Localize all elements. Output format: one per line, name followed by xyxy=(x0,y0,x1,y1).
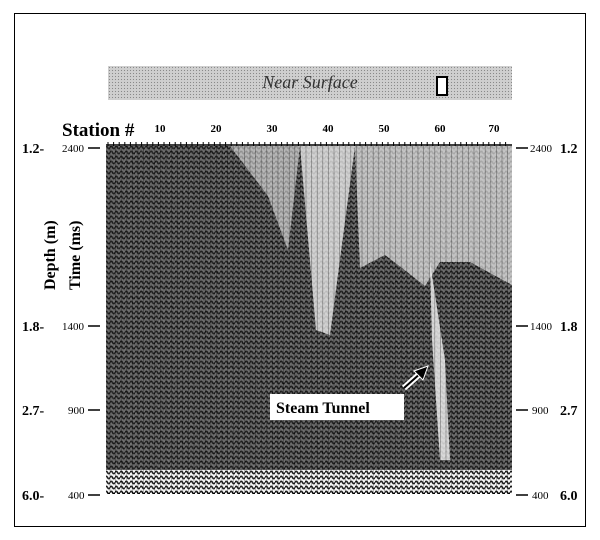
steam-tunnel-label: Steam Tunnel xyxy=(276,400,370,417)
station-tick-label: 60 xyxy=(435,123,447,135)
seismic-section xyxy=(106,146,512,494)
left-depth-label: 6.0- xyxy=(22,489,45,504)
seismic-traces xyxy=(109,146,508,492)
station-tick-label: 30 xyxy=(267,123,279,135)
near-surface-band: Near Surface xyxy=(108,66,512,100)
right-depth-label: 2.7 xyxy=(560,404,578,419)
steam-tunnel-arrowhead xyxy=(413,365,429,381)
station-axis-title: Station # xyxy=(62,120,135,141)
time-axis-title: Time (ms) xyxy=(67,221,84,290)
station-tick-label: 10 xyxy=(155,123,167,135)
left-axis: Depth (m) Time (ms) 1.2- 2400 1.8- 1400 … xyxy=(22,142,100,504)
left-time-label: 900 xyxy=(68,405,85,417)
near-surface-marker xyxy=(436,76,448,96)
right-depth-label: 6.0 xyxy=(560,489,578,504)
left-depth-label: 1.8- xyxy=(22,320,45,335)
right-depth-label: 1.8 xyxy=(560,320,578,335)
left-time-label: 400 xyxy=(68,490,85,502)
steam-tunnel-label-box xyxy=(270,394,404,420)
right-time-label: 1400 xyxy=(530,321,553,333)
right-depth-label: 1.2 xyxy=(560,142,578,157)
steam-tunnel-annotation: Steam Tunnel xyxy=(270,365,429,420)
left-depth-label: 1.2- xyxy=(22,142,45,157)
left-depth-label: 2.7- xyxy=(22,404,45,419)
station-axis: Station # 10 20 30 40 50 60 70 xyxy=(62,120,512,148)
left-time-label: 1400 xyxy=(62,321,85,333)
station-tick-label: 20 xyxy=(211,123,223,135)
left-time-label: 2400 xyxy=(62,143,85,155)
near-surface-label: Near Surface xyxy=(262,72,358,92)
station-tick-label: 50 xyxy=(379,123,391,135)
right-time-label: 900 xyxy=(532,405,549,417)
station-tick-label: 40 xyxy=(323,123,335,135)
depth-axis-title: Depth (m) xyxy=(42,220,59,290)
right-axis: 2400 1.2 1400 1.8 900 2.7 400 6.0 xyxy=(516,142,578,504)
right-time-label: 2400 xyxy=(530,143,553,155)
station-tick-label: 70 xyxy=(489,123,501,135)
right-time-label: 400 xyxy=(532,490,549,502)
